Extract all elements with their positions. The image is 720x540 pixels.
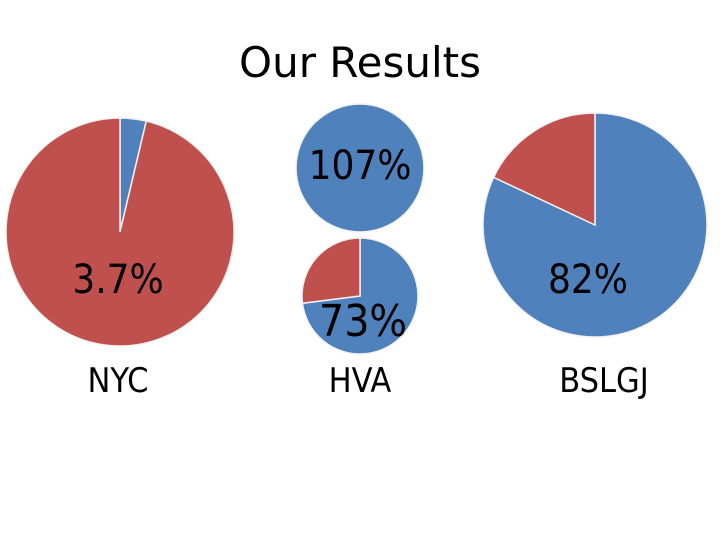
pie-slice-nyc-remainder (5, 117, 235, 347)
data-label-nyc: 3.7% (72, 257, 164, 303)
page-title: Our Results (239, 38, 481, 87)
pie-slice-hva-107-value (295, 103, 425, 233)
data-label-hva-107: 107% (308, 143, 412, 189)
pie-chart-nyc (5, 117, 235, 347)
pie-slice-hva-73-remainder (301, 237, 361, 305)
category-label-bslgj: BSLGJ (559, 361, 649, 401)
pie-chart-bslgj (482, 112, 708, 338)
data-label-bslgj: 82% (548, 257, 628, 303)
category-label-nyc: NYC (87, 361, 149, 401)
data-label-hva-73: 73% (319, 296, 407, 347)
pie-chart-hva-73 (301, 237, 419, 355)
pie-slice-bslgj-remainder (492, 112, 596, 227)
category-label-hva: HVA (328, 361, 392, 401)
pie-chart-hva-107 (295, 103, 425, 233)
